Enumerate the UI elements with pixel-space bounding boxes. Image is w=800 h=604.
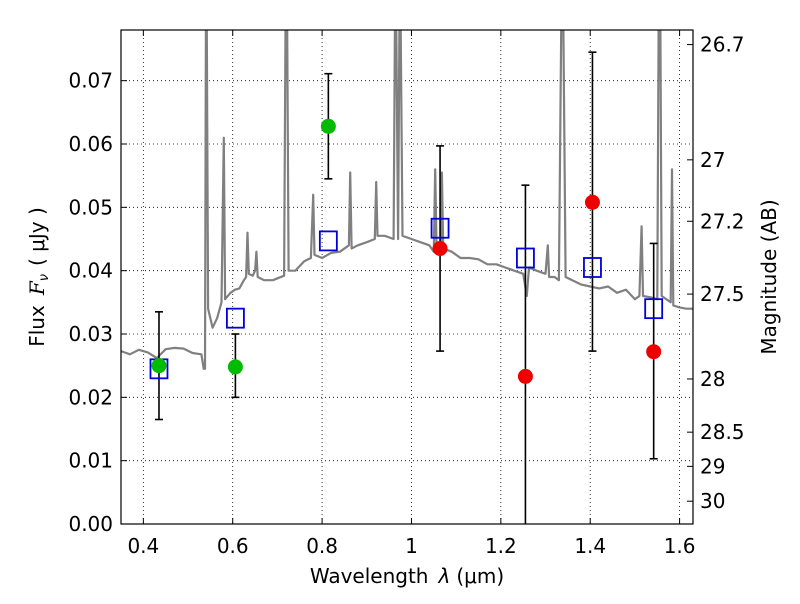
x-tick-label: 0.4 — [127, 534, 159, 558]
y-tick-label: 0.03 — [68, 322, 113, 346]
model-flux-square — [583, 257, 602, 278]
model-flux-square — [516, 247, 535, 269]
data-point — [584, 194, 600, 210]
y2-tick-label: 29 — [700, 454, 725, 478]
model-flux-square — [430, 217, 450, 239]
y2-tick-label: 28.5 — [700, 420, 745, 444]
y2-tick-label: 27.2 — [700, 209, 745, 233]
y-axis-ticks: 0.00 0.01 0.02 0.03 0.04 0.05 0.06 0.07 — [68, 69, 127, 536]
data-markers — [149, 118, 664, 384]
data-point — [646, 344, 662, 360]
y-tick-label: 0.00 — [68, 512, 113, 536]
data-point — [227, 359, 243, 375]
y2-tick-label: 27 — [700, 148, 725, 172]
model-flux-square — [644, 298, 664, 320]
model-spectrum — [121, 30, 693, 370]
model-flux-square — [225, 307, 245, 329]
y2-axis-label: Magnitude (AB) — [757, 199, 781, 354]
y-tick-label: 0.05 — [68, 195, 113, 219]
data-point — [432, 241, 448, 256]
x-tick-label: 1.6 — [664, 534, 696, 558]
x-tick-label: 1.2 — [485, 534, 517, 558]
error-bars — [154, 51, 658, 524]
y2-tick-label: 28 — [700, 367, 725, 391]
y-tick-label: 0.02 — [68, 385, 113, 409]
y2-axis-ticks: 26.7 27 27.2 27.5 28 28.5 29 30 — [687, 33, 745, 513]
data-point — [320, 118, 336, 134]
y2-tick-label: 30 — [700, 489, 725, 513]
y-tick-label: 0.07 — [68, 69, 113, 93]
y-tick-label: 0.04 — [68, 259, 113, 283]
spectrum-line — [121, 30, 693, 370]
x-tick-label: 1.4 — [574, 534, 606, 558]
data-point — [151, 358, 167, 374]
y-tick-label: 0.01 — [68, 449, 113, 473]
x-axis-label: Wavelength λ (μm) — [310, 564, 504, 588]
data-point — [517, 368, 533, 384]
x-axis-ticks: 0.4 0.6 0.8 1 1.2 1.4 1.6 — [127, 30, 696, 558]
y2-tick-label: 26.7 — [700, 33, 745, 57]
x-tick-label: 0.6 — [217, 534, 249, 558]
x-tick-label: 0.8 — [306, 534, 338, 558]
x-tick-label: 1 — [405, 534, 418, 558]
plot-frame — [120, 29, 694, 525]
y2-tick-label: 27.5 — [700, 282, 745, 306]
model-flux-square — [318, 230, 338, 252]
y-axis-label: FluxFν( μJy ) — [25, 207, 52, 347]
y-tick-label: 0.06 — [68, 132, 113, 156]
